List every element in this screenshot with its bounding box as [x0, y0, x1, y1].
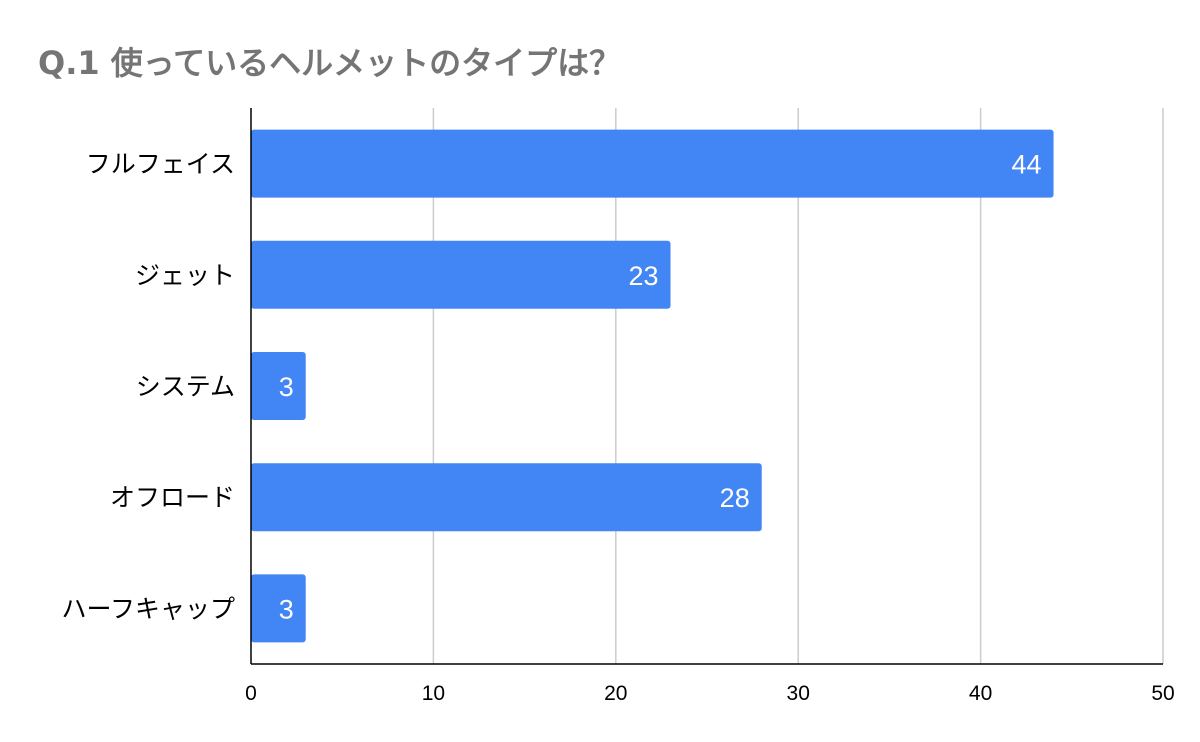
bar [251, 352, 306, 420]
data-label: 23 [628, 261, 658, 291]
bar [251, 240, 671, 309]
category-label: オフロード [110, 483, 235, 512]
bar [251, 574, 306, 643]
data-label: 3 [279, 372, 294, 402]
labels: 0 10 20 30 40 50 フルフェイス 44 ジェット 23 システム 3 オフロード 28 ハーフ… [61, 150, 1174, 705]
x-tick-label: 40 [969, 682, 992, 705]
data-label: 28 [720, 483, 750, 513]
category-label: フルフェイス [86, 150, 235, 179]
axes [250, 108, 1163, 665]
x-tick-label: 50 [1151, 682, 1174, 705]
category-label: ハーフキャップ [61, 594, 235, 623]
category-label: システム [136, 372, 235, 401]
x-tick-label: 0 [245, 682, 257, 705]
bar [251, 463, 762, 532]
data-label: 44 [1012, 150, 1042, 180]
category-label: ジェット [135, 261, 235, 290]
x-tick-label: 20 [604, 682, 627, 705]
data-label: 3 [279, 594, 294, 624]
chart-title: Q.1 使っているヘルメットのタイプは？ [38, 44, 622, 82]
bars [251, 129, 1054, 643]
bar [251, 129, 1054, 198]
gridlines [432, 108, 1164, 664]
x-tick-label: 10 [422, 682, 445, 705]
x-tick-label: 30 [787, 682, 810, 705]
